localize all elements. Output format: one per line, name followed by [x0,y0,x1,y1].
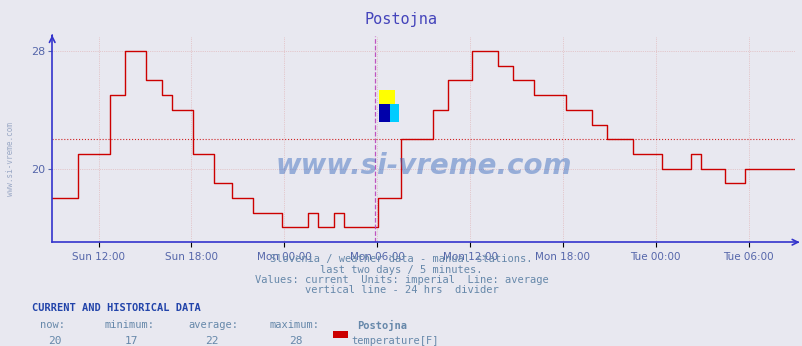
Text: CURRENT AND HISTORICAL DATA: CURRENT AND HISTORICAL DATA [32,303,200,313]
Bar [387,104,398,121]
Text: last two days / 5 minutes.: last two days / 5 minutes. [320,265,482,275]
Text: Values: current  Units: imperial  Line: average: Values: current Units: imperial Line: av… [254,275,548,285]
Text: average:: average: [188,320,238,330]
Text: now:: now: [40,320,65,330]
Text: maximum:: maximum: [269,320,318,330]
Bar [379,90,395,106]
Text: temperature[F]: temperature[F] [351,336,439,346]
Text: Slovenia / weather data - manual stations.: Slovenia / weather data - manual station… [270,254,532,264]
Bar [379,104,389,121]
Text: Postojna: Postojna [357,320,407,331]
Text: 20: 20 [48,336,62,346]
Text: minimum:: minimum: [104,320,154,330]
Text: www.si-vreme.com: www.si-vreme.com [275,152,571,180]
Text: Postojna: Postojna [365,12,437,27]
Text: 17: 17 [124,336,138,346]
Text: vertical line - 24 hrs  divider: vertical line - 24 hrs divider [304,285,498,295]
Text: 28: 28 [289,336,302,346]
Text: www.si-vreme.com: www.si-vreme.com [6,122,15,196]
Text: 22: 22 [205,336,218,346]
